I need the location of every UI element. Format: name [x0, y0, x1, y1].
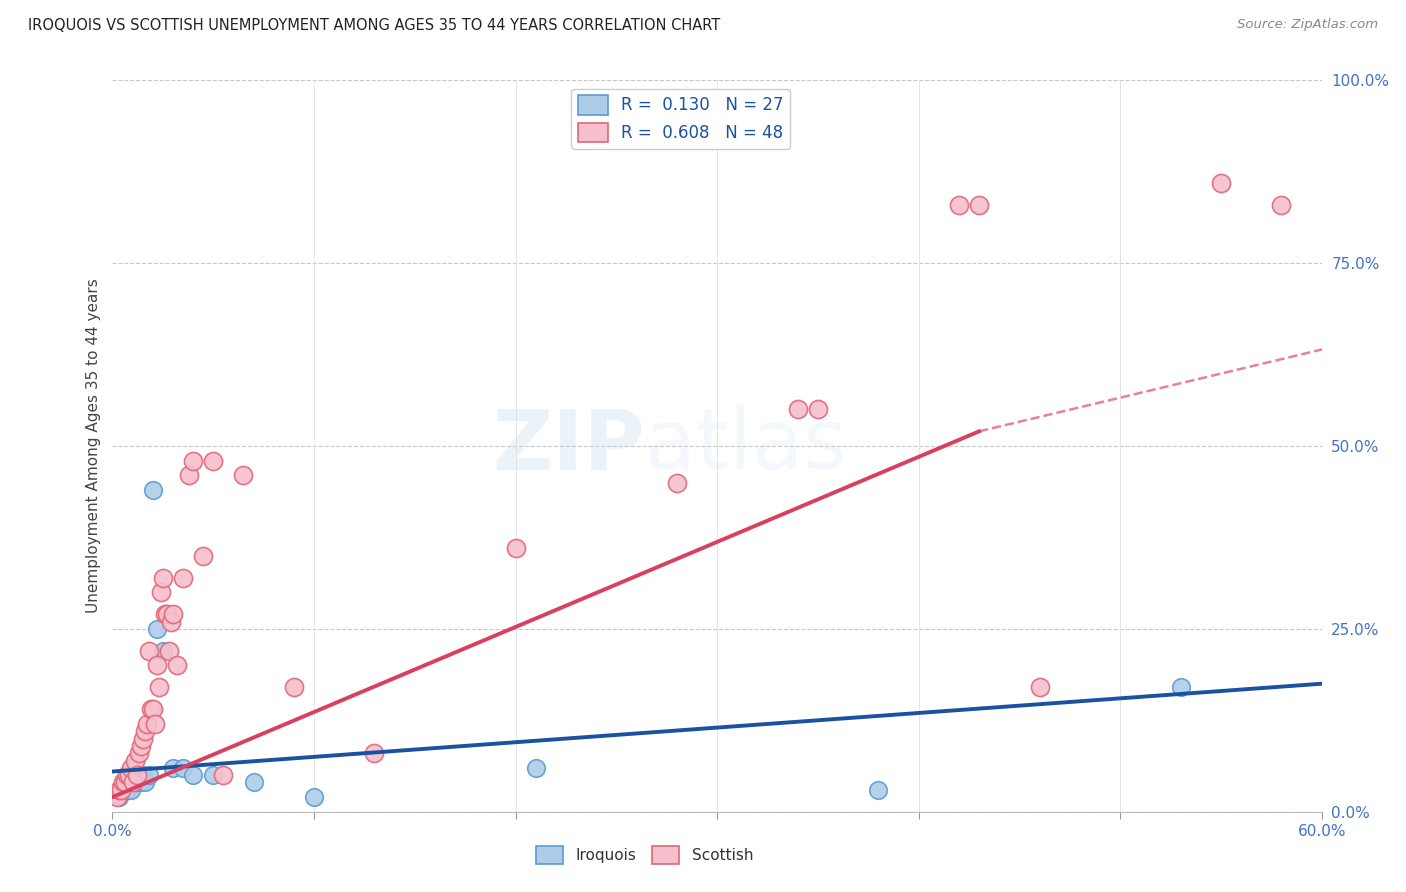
Point	[134, 775, 156, 789]
Point	[128, 768, 150, 782]
Legend: Iroquois, Scottish: Iroquois, Scottish	[530, 840, 759, 870]
Point	[114, 775, 136, 789]
Point	[107, 790, 129, 805]
Point	[162, 607, 184, 622]
Point	[139, 702, 162, 716]
Text: Source: ZipAtlas.com: Source: ZipAtlas.com	[1237, 18, 1378, 31]
Point	[146, 658, 169, 673]
Point	[242, 775, 264, 789]
Text: ZIP: ZIP	[492, 406, 644, 486]
Point	[117, 775, 139, 789]
Point	[142, 702, 165, 716]
Point	[153, 607, 176, 622]
Point	[191, 549, 214, 563]
Point	[115, 782, 138, 797]
Point	[125, 768, 148, 782]
Point	[786, 402, 808, 417]
Point	[1209, 176, 1232, 190]
Point	[125, 775, 148, 789]
Point	[138, 768, 160, 782]
Text: atlas: atlas	[644, 406, 846, 486]
Point	[114, 775, 136, 789]
Point	[120, 761, 142, 775]
Point	[363, 746, 385, 760]
Point	[110, 782, 132, 797]
Point	[156, 607, 179, 622]
Point	[1170, 681, 1192, 695]
Point	[202, 768, 225, 782]
Point	[868, 782, 890, 797]
Point	[117, 768, 139, 782]
Point	[121, 775, 143, 789]
Point	[105, 790, 128, 805]
Point	[148, 681, 170, 695]
Point	[129, 739, 152, 753]
Point	[166, 658, 188, 673]
Point	[162, 761, 184, 775]
Point	[157, 644, 180, 658]
Point	[181, 768, 204, 782]
Point	[149, 585, 172, 599]
Point	[505, 541, 527, 556]
Point	[124, 775, 146, 789]
Point	[110, 782, 132, 797]
Point	[181, 453, 204, 467]
Point	[302, 790, 325, 805]
Point	[121, 775, 143, 789]
Point	[807, 402, 830, 417]
Point	[132, 731, 155, 746]
Y-axis label: Unemployment Among Ages 35 to 44 years: Unemployment Among Ages 35 to 44 years	[86, 278, 101, 614]
Point	[143, 717, 166, 731]
Point	[146, 622, 169, 636]
Point	[232, 468, 254, 483]
Point	[138, 644, 160, 658]
Point	[524, 761, 547, 775]
Point	[177, 468, 200, 483]
Point	[212, 768, 235, 782]
Point	[202, 453, 225, 467]
Point	[120, 782, 142, 797]
Point	[111, 782, 134, 797]
Text: IROQUOIS VS SCOTTISH UNEMPLOYMENT AMONG AGES 35 TO 44 YEARS CORRELATION CHART: IROQUOIS VS SCOTTISH UNEMPLOYMENT AMONG …	[28, 18, 720, 33]
Point	[128, 746, 150, 760]
Point	[160, 615, 183, 629]
Point	[1028, 681, 1050, 695]
Point	[135, 717, 157, 731]
Point	[142, 483, 165, 497]
Point	[115, 768, 138, 782]
Point	[107, 782, 129, 797]
Point	[129, 775, 152, 789]
Point	[172, 761, 194, 775]
Point	[132, 768, 155, 782]
Point	[172, 571, 194, 585]
Point	[967, 197, 990, 211]
Point	[665, 475, 688, 490]
Point	[283, 681, 305, 695]
Point	[124, 754, 146, 768]
Point	[948, 197, 970, 211]
Point	[1270, 197, 1292, 211]
Point	[134, 724, 156, 739]
Point	[152, 571, 174, 585]
Point	[152, 644, 174, 658]
Point	[111, 775, 134, 789]
